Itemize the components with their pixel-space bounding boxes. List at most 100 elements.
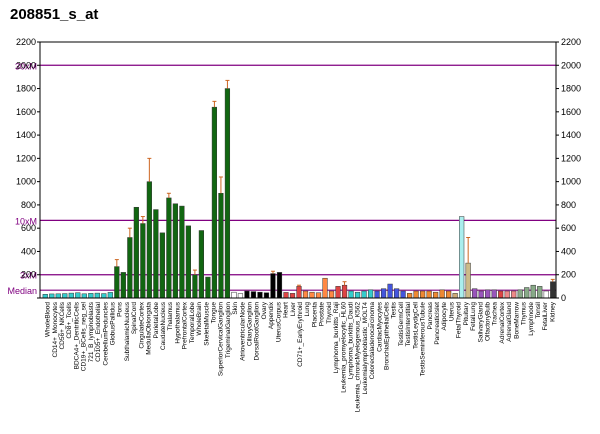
bar-2 (55, 293, 61, 299)
x-tick-label-47: BronchialEpithelialCells (384, 301, 391, 370)
bar-77 (543, 290, 549, 299)
x-tick-label-35: CD71+_EarlyErythroid (297, 302, 304, 367)
y-tick-label-left-3: 600 (21, 223, 36, 233)
x-tick-label-21: WholeBrain (196, 302, 203, 336)
x-tick-label-31: Appendix (268, 301, 275, 329)
x-tick-label-70: Kidney (549, 301, 556, 322)
bar-58 (420, 290, 426, 299)
bar-19 (166, 197, 172, 299)
x-tick-label-22: SkeletalMuscle (203, 302, 210, 346)
y-tick-label-left-11: 2200 (16, 37, 36, 47)
bar-20 (172, 203, 178, 299)
bar-62 (446, 290, 452, 299)
bar-39 (296, 286, 302, 299)
x-tick-label-39: Thyroid (326, 302, 333, 324)
x-tick-label-15: ParietalLobe (153, 302, 160, 339)
y-tick-label-left-6: 1200 (16, 153, 36, 163)
y-tick-label-left-4: 800 (21, 200, 36, 210)
bar-43 (322, 277, 328, 299)
x-tick-label-25: TrigeminalGanglion (225, 302, 232, 359)
x-tick-label-4: BDCA4+_DentriticCells (73, 301, 80, 369)
x-tick-label-1: CD14+_Monocytes (52, 301, 59, 357)
bar-78 (550, 281, 556, 299)
bar-21 (179, 205, 185, 299)
bar-16 (146, 181, 152, 299)
bar-68 (485, 289, 491, 299)
x-tick-label-37: Placenta (311, 302, 318, 328)
y-tick-label-left-8: 1600 (16, 107, 36, 117)
bar-27 (218, 193, 224, 299)
reference-line-label-3: Median (7, 286, 37, 296)
x-tick-label-33: Heart (283, 302, 290, 318)
x-tick-label-23: Tongue (210, 302, 217, 324)
bar-25 (205, 276, 211, 299)
bar-22 (185, 225, 191, 299)
y-tick-label-left-5: 1000 (16, 177, 36, 187)
y-tick-label-right-3: 600 (561, 223, 576, 233)
bar-56 (407, 293, 413, 299)
bar-4 (68, 292, 74, 299)
x-tick-label-17: Thalamus (167, 301, 174, 330)
x-tick-label-5: CD19+_BCells_neg_sel (81, 301, 88, 371)
x-tick-label-57: FetalThyroid (456, 302, 463, 339)
x-tick-label-7: CD105+_Endothelial (95, 301, 102, 361)
bar-26 (211, 106, 218, 299)
bar-37 (283, 292, 289, 299)
x-tick-label-14: MedullaOblongata (146, 302, 153, 355)
y-tick-label-right-2: 400 (561, 246, 576, 256)
x-tick-label-66: Thymus (521, 301, 528, 325)
bar-70 (498, 290, 504, 299)
x-tick-label-49: TestisGermCell (398, 301, 405, 346)
bar-38 (289, 293, 296, 299)
bar-31 (244, 290, 250, 299)
x-tick-label-8: CerebellumPeduncles (102, 301, 109, 365)
x-tick-label-19: PrefrontalCortex (182, 301, 189, 349)
bar-9 (101, 293, 107, 299)
x-tick-label-13: CingulateCortex (138, 301, 145, 348)
bar-6 (81, 293, 87, 299)
x-tick-label-44: Leukemialymphoblastic_MOLT4 (362, 302, 369, 395)
bar-24 (198, 230, 204, 299)
bar-73 (517, 289, 523, 299)
bar-51 (374, 290, 380, 299)
x-tick-label-67: Lymphnode (528, 302, 535, 336)
plot-frame (39, 41, 557, 299)
y-tick-label-left-9: 1800 (16, 84, 36, 94)
bar-53 (387, 283, 393, 299)
x-tick-label-54: PancreaticIslet (434, 302, 441, 345)
x-tick-label-32: UterusCorpus (275, 301, 282, 342)
bar-75 (530, 284, 536, 299)
bar-29 (231, 291, 237, 299)
bar-8 (94, 292, 100, 299)
y-tick-label-right-6: 1200 (561, 153, 581, 163)
bar-23 (192, 274, 198, 299)
x-tick-label-24: SuperiorCervicalGanglion (218, 302, 225, 376)
bar-63 (452, 293, 458, 299)
x-tick-label-42: Lymphoma_burkitts_Daudi (347, 302, 354, 379)
bar-65 (465, 262, 471, 299)
y-tick-label-right-11: 2200 (561, 37, 581, 47)
reference-lines: 30xM 10xM 3xM Median (7, 61, 556, 296)
x-tick-label-51: TestisLeydigCell (412, 301, 419, 349)
x-tick-label-60: SalivaryGland (477, 302, 484, 343)
bar-64 (459, 216, 465, 299)
bar-57 (413, 290, 419, 299)
bar-59 (426, 290, 432, 299)
x-tick-label-6: 721_B_lymphoblasts (88, 301, 95, 362)
bar-69 (491, 289, 497, 299)
y-tick-label-right-4: 800 (561, 200, 576, 210)
bar-3 (62, 293, 68, 299)
x-tick-label-30: Ovary (261, 301, 268, 319)
x-tick-label-46: CardiacMyocytes (376, 301, 383, 352)
bar-45 (335, 286, 341, 299)
bar-5 (75, 292, 81, 299)
bar-42 (315, 292, 322, 299)
x-tick-label-38: Prostate (319, 302, 326, 327)
x-tick-label-27: AtrioventricularNode (239, 302, 246, 361)
bar-54 (394, 288, 400, 299)
bar-49 (361, 290, 367, 299)
bar-76 (537, 286, 543, 299)
bar-28 (224, 88, 231, 299)
